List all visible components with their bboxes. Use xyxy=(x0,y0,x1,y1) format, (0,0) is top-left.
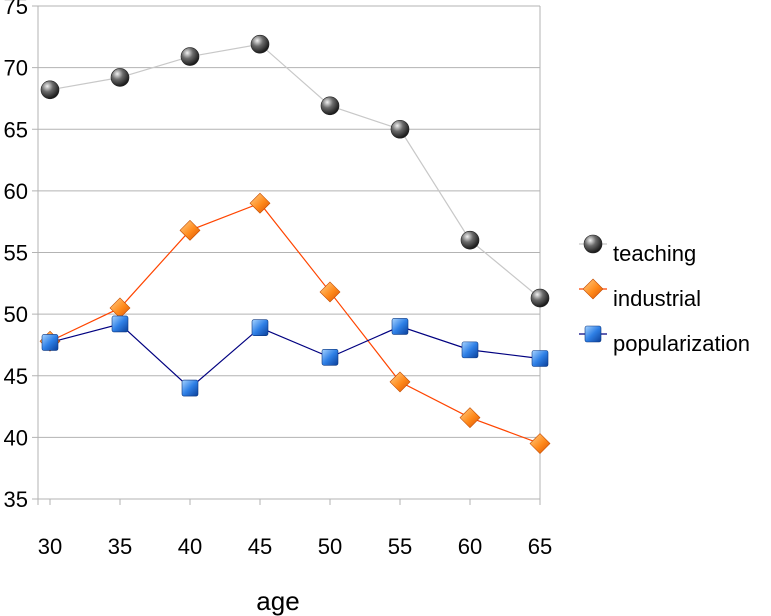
y-tick-label: 35 xyxy=(4,487,28,512)
y-tick-label: 70 xyxy=(4,56,28,81)
point-industrial-40 xyxy=(179,219,201,241)
x-tick-label: 30 xyxy=(38,534,62,559)
x-tick-label: 55 xyxy=(388,534,412,559)
point-industrial-45 xyxy=(249,192,271,214)
point-popularization-45 xyxy=(251,319,269,336)
y-tick-label: 50 xyxy=(4,302,28,327)
point-popularization-40 xyxy=(181,379,199,397)
y-tick-label: 45 xyxy=(4,364,28,389)
axes xyxy=(32,5,541,505)
point-popularization-50 xyxy=(321,348,339,366)
y-tick-label: 65 xyxy=(4,117,28,142)
point-teaching-45 xyxy=(250,34,270,54)
point-teaching-60 xyxy=(460,230,480,250)
y-tick-label: 60 xyxy=(4,179,28,204)
legend: teaching industrial popularization xyxy=(579,234,750,356)
point-industrial-55 xyxy=(389,371,411,393)
y-tick-label: 75 xyxy=(4,0,28,19)
series-lines xyxy=(49,43,541,445)
point-popularization-35 xyxy=(111,315,129,333)
legend-label-teaching: teaching xyxy=(613,241,696,266)
legend-marker-teaching xyxy=(583,234,603,254)
legend-label-industrial: industrial xyxy=(613,286,701,311)
point-teaching-35 xyxy=(110,68,130,87)
x-tick-label: 40 xyxy=(178,534,202,559)
data-markers xyxy=(39,34,551,454)
x-axis-title: age xyxy=(256,586,299,616)
legend-marker-popularization xyxy=(584,325,602,343)
legend-label-popularization: popularization xyxy=(613,331,750,356)
x-tick-label: 45 xyxy=(248,534,272,559)
point-popularization-60 xyxy=(461,341,479,359)
x-tick-label: 60 xyxy=(458,534,482,559)
point-popularization-55 xyxy=(391,318,409,335)
point-popularization-30 xyxy=(41,334,59,351)
point-teaching-40 xyxy=(180,47,200,66)
point-teaching-55 xyxy=(390,119,410,139)
point-teaching-30 xyxy=(40,80,60,100)
legend-marker-industrial xyxy=(582,278,604,300)
point-popularization-65 xyxy=(531,350,549,367)
series-line-popularization xyxy=(49,323,541,389)
x-tick-label: 65 xyxy=(528,534,552,559)
series-line-industrial xyxy=(49,202,541,445)
point-teaching-50 xyxy=(320,96,340,116)
point-industrial-60 xyxy=(459,407,481,429)
tick-labels: 35 40 45 50 55 60 65 70 75 30 35 40 45 50 55 60 65 xyxy=(4,0,553,559)
y-tick-label: 40 xyxy=(4,425,28,450)
x-tick-label: 35 xyxy=(108,534,132,559)
point-industrial-65 xyxy=(529,433,551,454)
point-industrial-50 xyxy=(319,281,341,303)
x-tick-label: 50 xyxy=(318,534,342,559)
point-teaching-65 xyxy=(530,288,550,308)
y-tick-label: 55 xyxy=(4,241,28,266)
series-line-teaching xyxy=(49,43,541,299)
